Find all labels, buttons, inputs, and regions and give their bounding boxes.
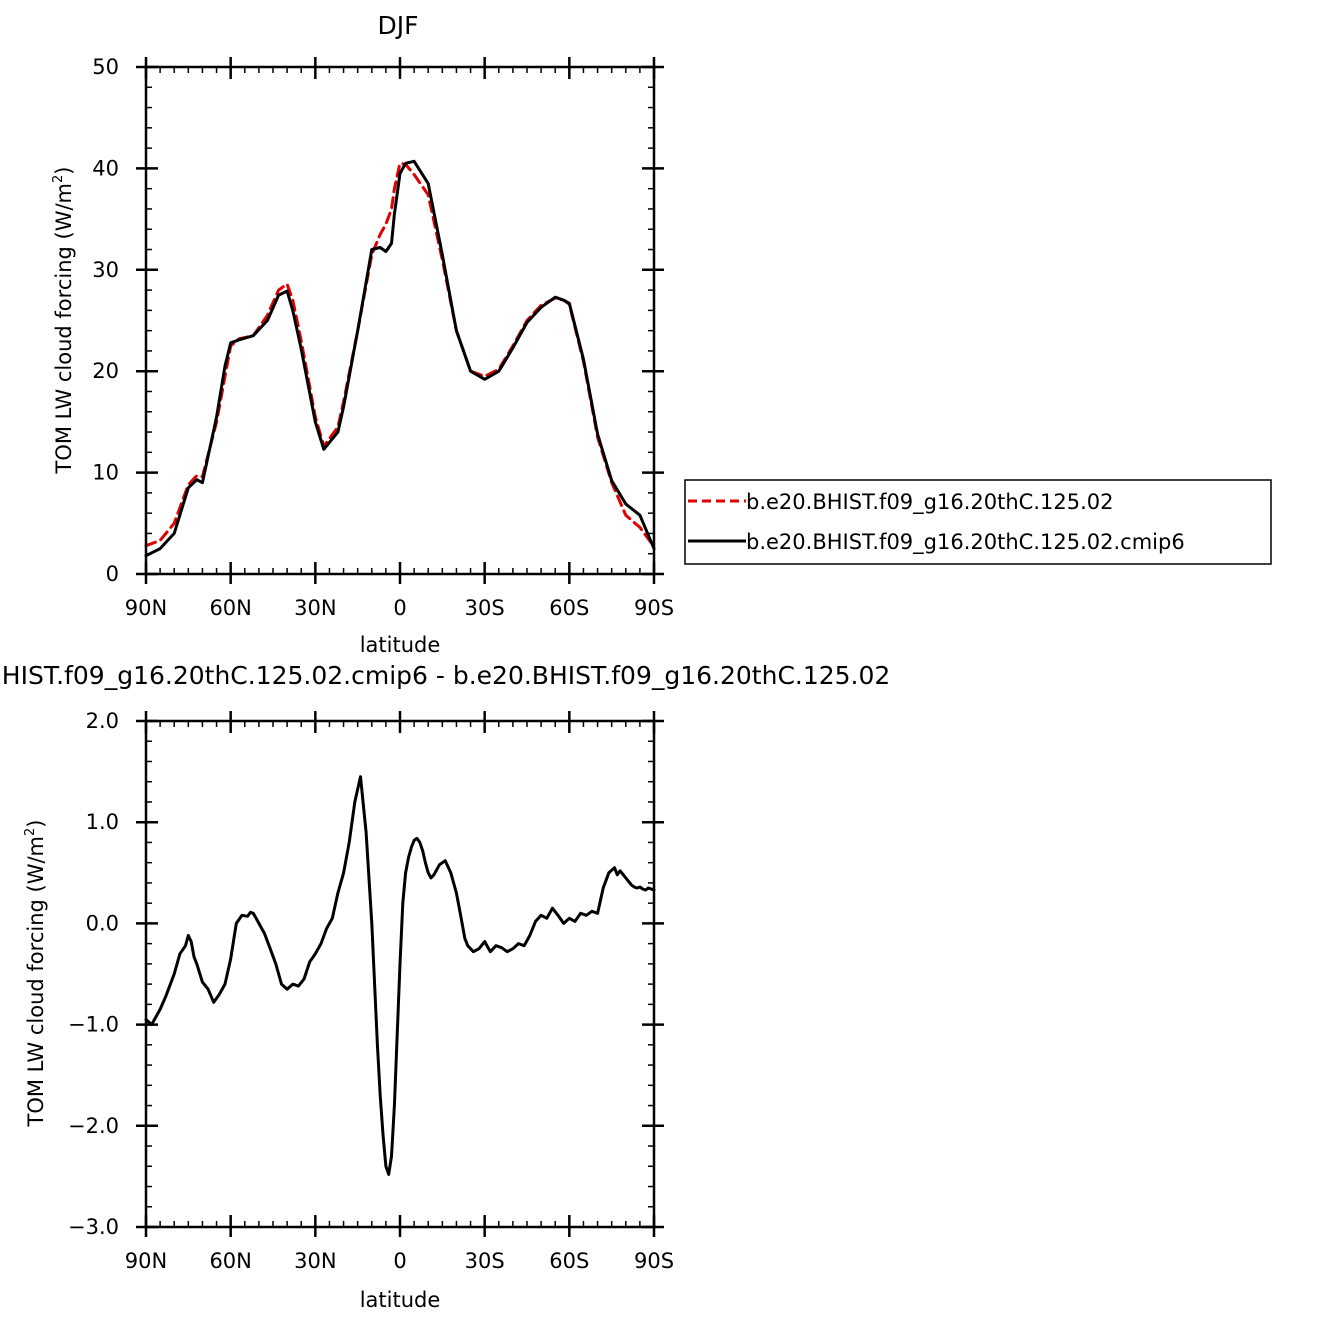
x-axis-label: latitude: [360, 1288, 441, 1312]
minor-ticks: [145, 66, 655, 575]
x-tick-label: 30S: [465, 596, 505, 620]
series-line-0: [144, 775, 656, 1176]
x-axis-label: latitude: [360, 633, 441, 657]
y-axis-label-main: TOM LW cloud forcing (W/m: [52, 183, 76, 475]
y-tick-label: 40: [92, 156, 119, 180]
y-axis-label-superscript: 2: [51, 175, 66, 183]
y-axis-label-superscript: 2: [23, 828, 38, 836]
y-tick-label: −2.0: [68, 1114, 119, 1138]
y-axis-label-close: ): [24, 820, 48, 828]
x-tick-label: 60S: [549, 596, 589, 620]
y-axis-label-close: ): [52, 167, 76, 175]
x-tick-label: 30S: [465, 1249, 505, 1273]
axis-ticks: 90N 60N 30N 0 30S 60S 90S −3.0 −2.0 −1.0 0.0 1.0 2.0: [68, 709, 674, 1273]
x-tick-label: 30N: [294, 596, 336, 620]
y-tick-label: 50: [92, 55, 119, 79]
series-line-1: [144, 159, 656, 558]
y-tick-label: 0.0: [86, 911, 119, 935]
y-tick-label: −1.0: [68, 1013, 119, 1037]
chart-title: b.e20.BHIST.f09_g16.20thC.125.02.cmip6 -…: [0, 661, 890, 690]
legend-label-1: b.e20.BHIST.f09_g16.20thC.125.02.cmip6: [746, 530, 1185, 555]
series-line-0: [144, 161, 656, 549]
x-tick-label: 30N: [294, 1249, 336, 1273]
y-axis-label: TOM LW cloud forcing (W/m2): [23, 820, 48, 1128]
legend-box: [684, 479, 1272, 565]
y-tick-label: 2.0: [86, 709, 119, 733]
x-tick-label: 90S: [634, 596, 674, 620]
y-tick-label: −3.0: [68, 1215, 119, 1239]
x-tick-label: 90S: [634, 1249, 674, 1273]
legend: b.e20.BHIST.f09_g16.20thC.125.02 b.e20.B…: [684, 479, 1272, 565]
series-group: [144, 775, 656, 1176]
x-tick-label: 90N: [125, 596, 167, 620]
x-tick-label: 60N: [209, 596, 251, 620]
y-tick-label: 1.0: [86, 810, 119, 834]
x-tick-label: 0: [393, 596, 406, 620]
y-tick-label: 30: [92, 258, 119, 282]
x-tick-label: 90N: [125, 1249, 167, 1273]
x-tick-label: 0: [393, 1249, 406, 1273]
plot-frame: [144, 65, 656, 576]
x-tick-label: 60S: [549, 1249, 589, 1273]
y-tick-label: 20: [92, 359, 119, 383]
difference-line-chart: b.e20.BHIST.f09_g16.20thC.125.02.cmip6 -…: [0, 661, 890, 1312]
legend-label-0: b.e20.BHIST.f09_g16.20thC.125.02: [746, 490, 1113, 515]
y-tick-label: 0: [106, 562, 119, 586]
series-group: [144, 159, 656, 558]
axis-ticks: 90N 60N 30N 0 30S 60S 90S 0 10 20 30 40 50: [92, 55, 674, 620]
x-tick-label: 60N: [209, 1249, 251, 1273]
chart-title: DJF: [377, 11, 418, 40]
y-axis-label-main: TOM LW cloud forcing (W/m: [24, 836, 48, 1128]
y-axis-label: TOM LW cloud forcing (W/m2): [51, 167, 76, 475]
djf-line-chart: DJF 90N 60N 30N 0 30S 60S 90S 0 10 20 30 40 50 latit…: [51, 11, 1272, 657]
y-tick-label: 10: [92, 461, 119, 485]
